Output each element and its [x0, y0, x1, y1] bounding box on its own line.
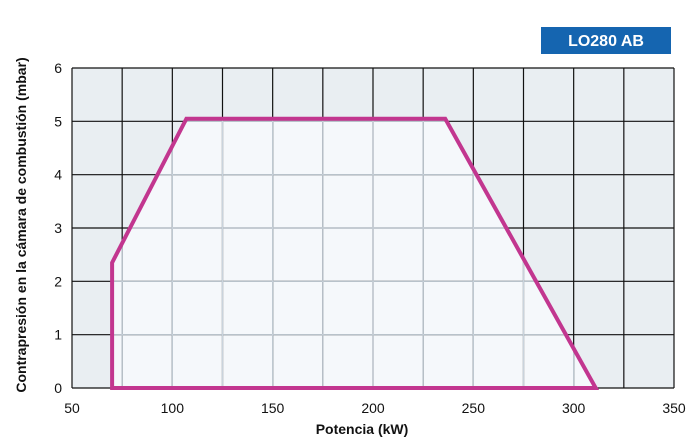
x-tick-label: 250 — [462, 400, 486, 416]
y-axis-ticks: 0 1 2 3 4 5 6 — [54, 60, 62, 396]
x-tick-label: 50 — [64, 400, 80, 416]
x-tick-label: 350 — [662, 400, 686, 416]
model-badge-background — [541, 27, 671, 54]
y-axis-label: Contrapresión en la cámara de combustión… — [13, 57, 29, 392]
x-tick-label: 300 — [562, 400, 586, 416]
x-tick-label: 100 — [161, 400, 185, 416]
working-envelope-line — [110, 116, 600, 390]
y-tick-label: 6 — [54, 60, 62, 76]
model-badge-text: LO280 AB — [568, 33, 644, 50]
x-tick-label: 200 — [361, 400, 385, 416]
y-tick-label: 1 — [54, 327, 62, 343]
x-axis-label: Potencia (kW) — [316, 421, 409, 437]
x-axis-ticks: 50 100 150 200 250 300 350 — [64, 400, 686, 416]
x-tick-label: 150 — [261, 400, 285, 416]
y-tick-label: 4 — [54, 167, 62, 183]
y-tick-label: 3 — [54, 220, 62, 236]
grid — [71, 67, 675, 389]
y-tick-label: 0 — [54, 380, 62, 396]
y-tick-label: 2 — [54, 273, 62, 289]
series-group — [110, 116, 600, 390]
model-badge: LO280 AB — [541, 27, 671, 54]
y-tick-label: 5 — [54, 113, 62, 129]
envelope-fill — [112, 118, 596, 388]
envelope-area — [112, 118, 596, 388]
